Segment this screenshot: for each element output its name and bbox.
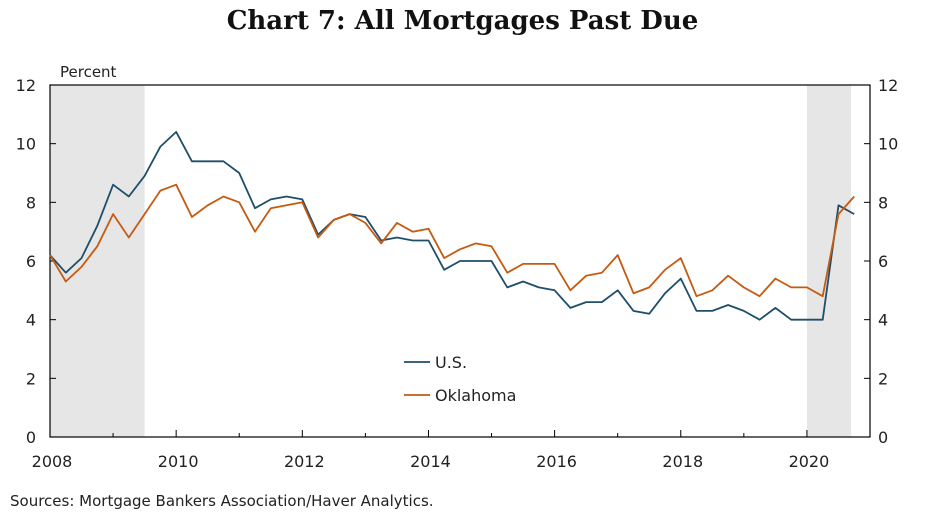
x-tick-label: 2010 [158,452,199,471]
y-tick-label-left: 4 [26,311,36,330]
chart-title: Chart 7: All Mortgages Past Due [226,6,699,36]
x-tick-label: 2016 [536,452,577,471]
y-tick-label-right: 8 [878,193,888,212]
y-tick-label-right: 12 [878,76,898,95]
x-tick-label: 2014 [410,452,451,471]
y-tick-label-right: 10 [878,135,898,154]
source-note: Sources: Mortgage Bankers Association/Ha… [10,492,434,510]
x-tick-label: 2012 [284,452,325,471]
y-tick-label-left: 0 [26,428,36,447]
series-line-oklahoma [49,183,855,298]
series-layer [49,130,855,321]
legend-label-us: U.S. [435,353,467,372]
y-tick-label-right: 2 [878,369,888,388]
y-tick-label-right: 0 [878,428,888,447]
y-tick-label-left: 8 [26,193,36,212]
x-tick-label: 2008 [32,452,73,471]
axes-layer: 0 0 2 2 4 4 6 6 8 8 10 10 12 12 2008 2010 2012 2014 2016 20… [16,76,899,471]
y-tick-label-left: 10 [16,135,36,154]
y-tick-label-left: 2 [26,369,36,388]
y-tick-label-right: 6 [878,252,888,271]
recession-shading-1 [50,85,145,437]
y-axis-unit-label: Percent [60,63,117,81]
legend: U.S. Oklahoma [404,353,516,405]
series-line-us [49,130,855,321]
y-tick-label-left: 12 [16,76,36,95]
recession-shading-layer [50,85,852,437]
x-tick-label: 2018 [662,452,703,471]
y-tick-label-left: 6 [26,252,36,271]
legend-label-oklahoma: Oklahoma [435,386,516,405]
y-tick-label-right: 4 [878,311,888,330]
x-tick-label: 2020 [789,452,830,471]
